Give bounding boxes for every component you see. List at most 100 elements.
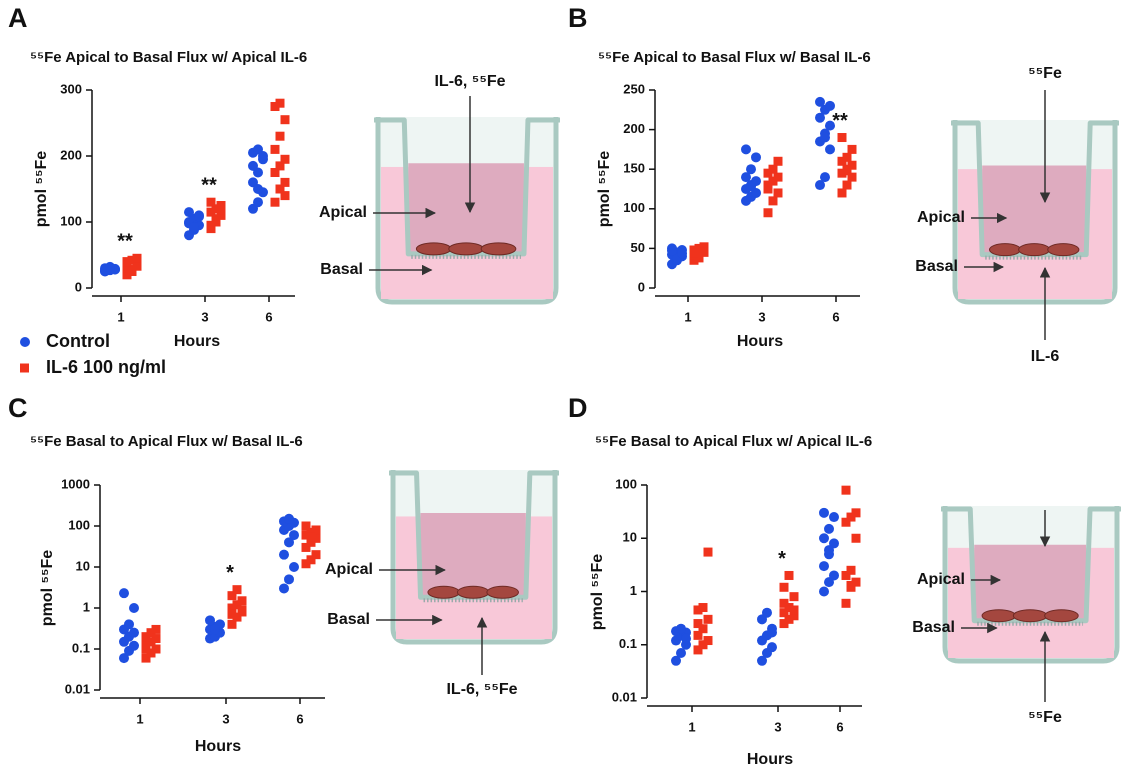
point (676, 647, 686, 658)
point (847, 160, 857, 170)
source-label: IL-6, ⁵⁵Fe (446, 681, 517, 698)
point (819, 561, 829, 572)
point (132, 260, 142, 270)
source-label: ⁵⁵Fe (1028, 65, 1062, 82)
point (275, 131, 285, 141)
chart-title: ⁵⁵Fe Basal to Apical Flux w/ Basal IL-6 (30, 433, 303, 450)
point (258, 151, 268, 161)
apical-label: Apical (319, 204, 367, 221)
x-axis-label: Hours (195, 738, 241, 755)
point (851, 577, 861, 587)
point (284, 574, 294, 585)
point (751, 152, 761, 163)
y-tick-label: 0 (75, 279, 82, 294)
point (841, 570, 851, 580)
point (289, 562, 299, 572)
point (837, 188, 847, 198)
point (819, 507, 829, 518)
point (184, 207, 194, 218)
y-tick-label: 0 (638, 279, 645, 294)
point (820, 132, 830, 143)
point (253, 197, 263, 208)
significance: ** (832, 110, 848, 132)
point (768, 176, 778, 186)
apical-label: Apical (917, 209, 965, 226)
y-tick-label: 0.1 (72, 640, 90, 655)
point (232, 585, 242, 595)
y-tick-label: 1 (83, 599, 90, 614)
point (825, 100, 835, 111)
point (232, 612, 242, 622)
cell (456, 585, 490, 599)
legend-marker (20, 363, 29, 373)
point (694, 253, 704, 263)
point (820, 172, 830, 183)
point (671, 655, 681, 666)
x-tick-label: 6 (296, 711, 303, 726)
x-tick-label: 1 (688, 719, 695, 734)
point (698, 603, 708, 613)
x-axis-label: Hours (737, 333, 783, 350)
point (763, 168, 773, 178)
point (746, 164, 756, 175)
point (129, 603, 139, 613)
y-tick-label: 100 (68, 517, 90, 532)
point (693, 645, 703, 655)
cell (1018, 243, 1051, 257)
point (227, 609, 237, 619)
point (280, 177, 290, 187)
point (741, 144, 751, 155)
point (841, 598, 851, 608)
significance: ** (117, 231, 133, 253)
point (270, 144, 280, 154)
y-axis-label: pmol ⁵⁵Fe (596, 151, 613, 227)
point (825, 120, 835, 131)
point (280, 115, 290, 125)
point (841, 485, 851, 495)
point (784, 570, 794, 580)
point (741, 172, 751, 183)
point (216, 201, 226, 210)
point (270, 102, 280, 111)
point (763, 184, 773, 194)
y-tick-label: 0.01 (65, 681, 90, 696)
point (280, 191, 290, 201)
point (677, 248, 687, 259)
x-tick-label: 3 (758, 309, 765, 324)
point (676, 623, 686, 634)
y-tick-label: 200 (623, 121, 645, 136)
point (819, 533, 829, 544)
point (301, 559, 311, 569)
x-tick-label: 6 (265, 309, 272, 324)
point (279, 583, 289, 594)
y-tick-label: 200 (60, 147, 82, 162)
point (211, 204, 221, 214)
x-tick-label: 1 (136, 711, 143, 726)
x-tick-label: 6 (836, 719, 843, 734)
significance: * (778, 548, 786, 570)
apical-medium (408, 163, 524, 254)
point (698, 640, 708, 650)
point (284, 513, 294, 524)
basal-label: Basal (912, 619, 955, 636)
apical-medium (982, 165, 1087, 255)
point (773, 188, 783, 198)
cell (1044, 609, 1079, 623)
point (763, 208, 773, 218)
basal-label: Basal (327, 611, 370, 628)
point (301, 521, 311, 531)
point (105, 263, 115, 274)
point (141, 632, 151, 642)
point (762, 607, 772, 618)
point (667, 245, 677, 256)
panel-letter: B (568, 3, 588, 33)
y-tick-label: 1 (630, 583, 637, 598)
point (151, 634, 161, 644)
point (311, 550, 321, 560)
point (306, 537, 316, 547)
cell (427, 585, 461, 599)
point (189, 222, 199, 233)
chart-title: ⁵⁵Fe Apical to Basal Flux w/ Basal IL-6 (598, 49, 871, 66)
point (784, 614, 794, 624)
